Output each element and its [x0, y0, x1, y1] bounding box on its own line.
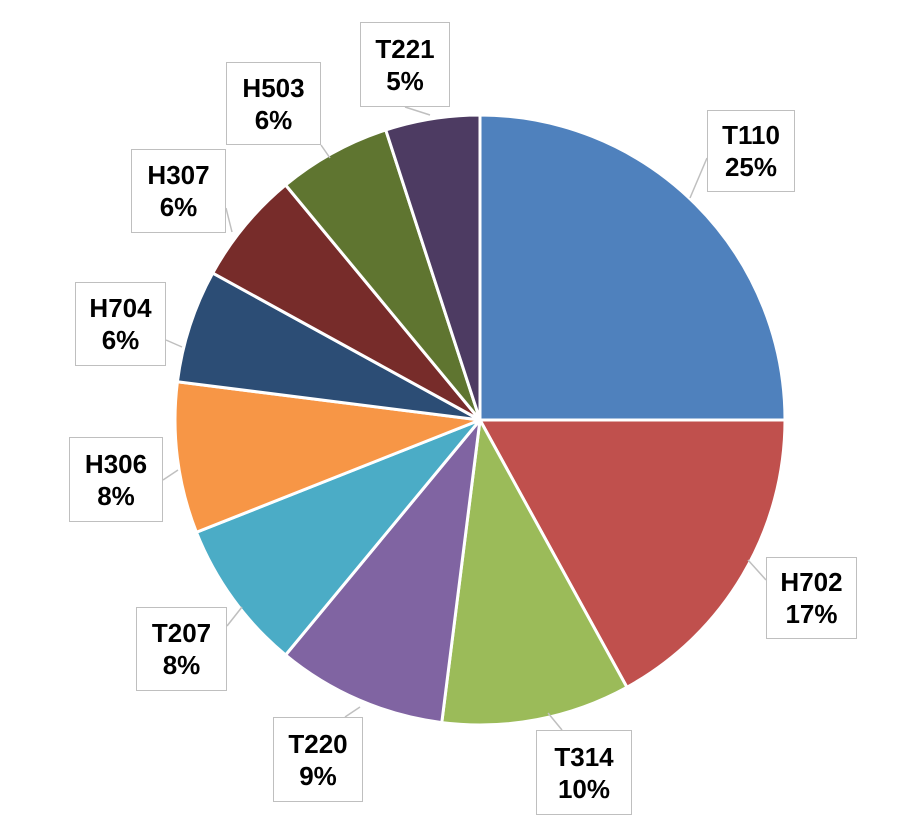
data-label-value: 17%	[785, 599, 838, 629]
pie-slice-t314	[440, 418, 629, 727]
data-label-value: 8%	[162, 650, 201, 680]
leader-line-t207	[226, 606, 243, 627]
leader-line-t314	[547, 712, 563, 731]
data-label-h503: H503 6%	[226, 62, 321, 145]
data-label-category: T207	[151, 618, 212, 648]
data-label-t220: T220 9%	[273, 717, 363, 802]
leader-line-t221	[404, 106, 431, 116]
data-label-value: 5%	[386, 65, 424, 96]
leader-line-h306	[162, 469, 179, 481]
pie-slice-t220	[284, 418, 482, 725]
leader-line-h503	[320, 144, 331, 159]
data-label-category: H702	[780, 567, 843, 597]
callout-leader-lines	[162, 106, 767, 731]
data-label-category: T220	[288, 728, 348, 759]
pie-slice-h306	[173, 380, 482, 534]
data-label-t221: T221 5%	[360, 22, 450, 107]
data-label-category: H307	[147, 160, 210, 190]
data-label-category: T221	[375, 33, 435, 64]
leader-line-t220	[344, 706, 361, 718]
data-label-h306: H306 8%	[69, 437, 163, 522]
pie-slice-h702	[478, 418, 787, 689]
leader-line-h702	[747, 559, 767, 581]
data-label-category: H306	[84, 448, 148, 479]
data-label-value: 6%	[159, 192, 198, 222]
pie-slice-t110	[478, 113, 787, 422]
data-label-category: H704	[89, 293, 152, 323]
data-label-category: T314	[554, 741, 614, 772]
data-label-value: 10%	[557, 773, 611, 804]
pie-slice-t221	[384, 113, 482, 422]
data-label-h702: H702 17%	[766, 557, 857, 639]
leader-line-h704	[165, 339, 183, 348]
pie-slices	[173, 113, 787, 727]
data-label-t110: T110 25%	[707, 110, 795, 192]
data-label-category: H503	[242, 72, 305, 103]
data-label-category: T110	[722, 120, 780, 150]
leader-line-h307	[225, 207, 233, 233]
data-label-value: 9%	[299, 760, 337, 791]
leader-line-t110	[689, 157, 708, 199]
data-label-value: 6%	[101, 325, 140, 355]
data-label-value: 8%	[97, 480, 135, 511]
data-label-h307: H307 6%	[131, 149, 226, 233]
pie-slice-t207	[194, 418, 482, 657]
data-label-value: 6%	[254, 104, 293, 135]
data-label-t314: T314 10%	[536, 730, 632, 815]
data-label-value: 25%	[724, 152, 778, 182]
data-label-h704: H704 6%	[75, 282, 166, 366]
data-label-t207: T207 8%	[136, 607, 227, 691]
